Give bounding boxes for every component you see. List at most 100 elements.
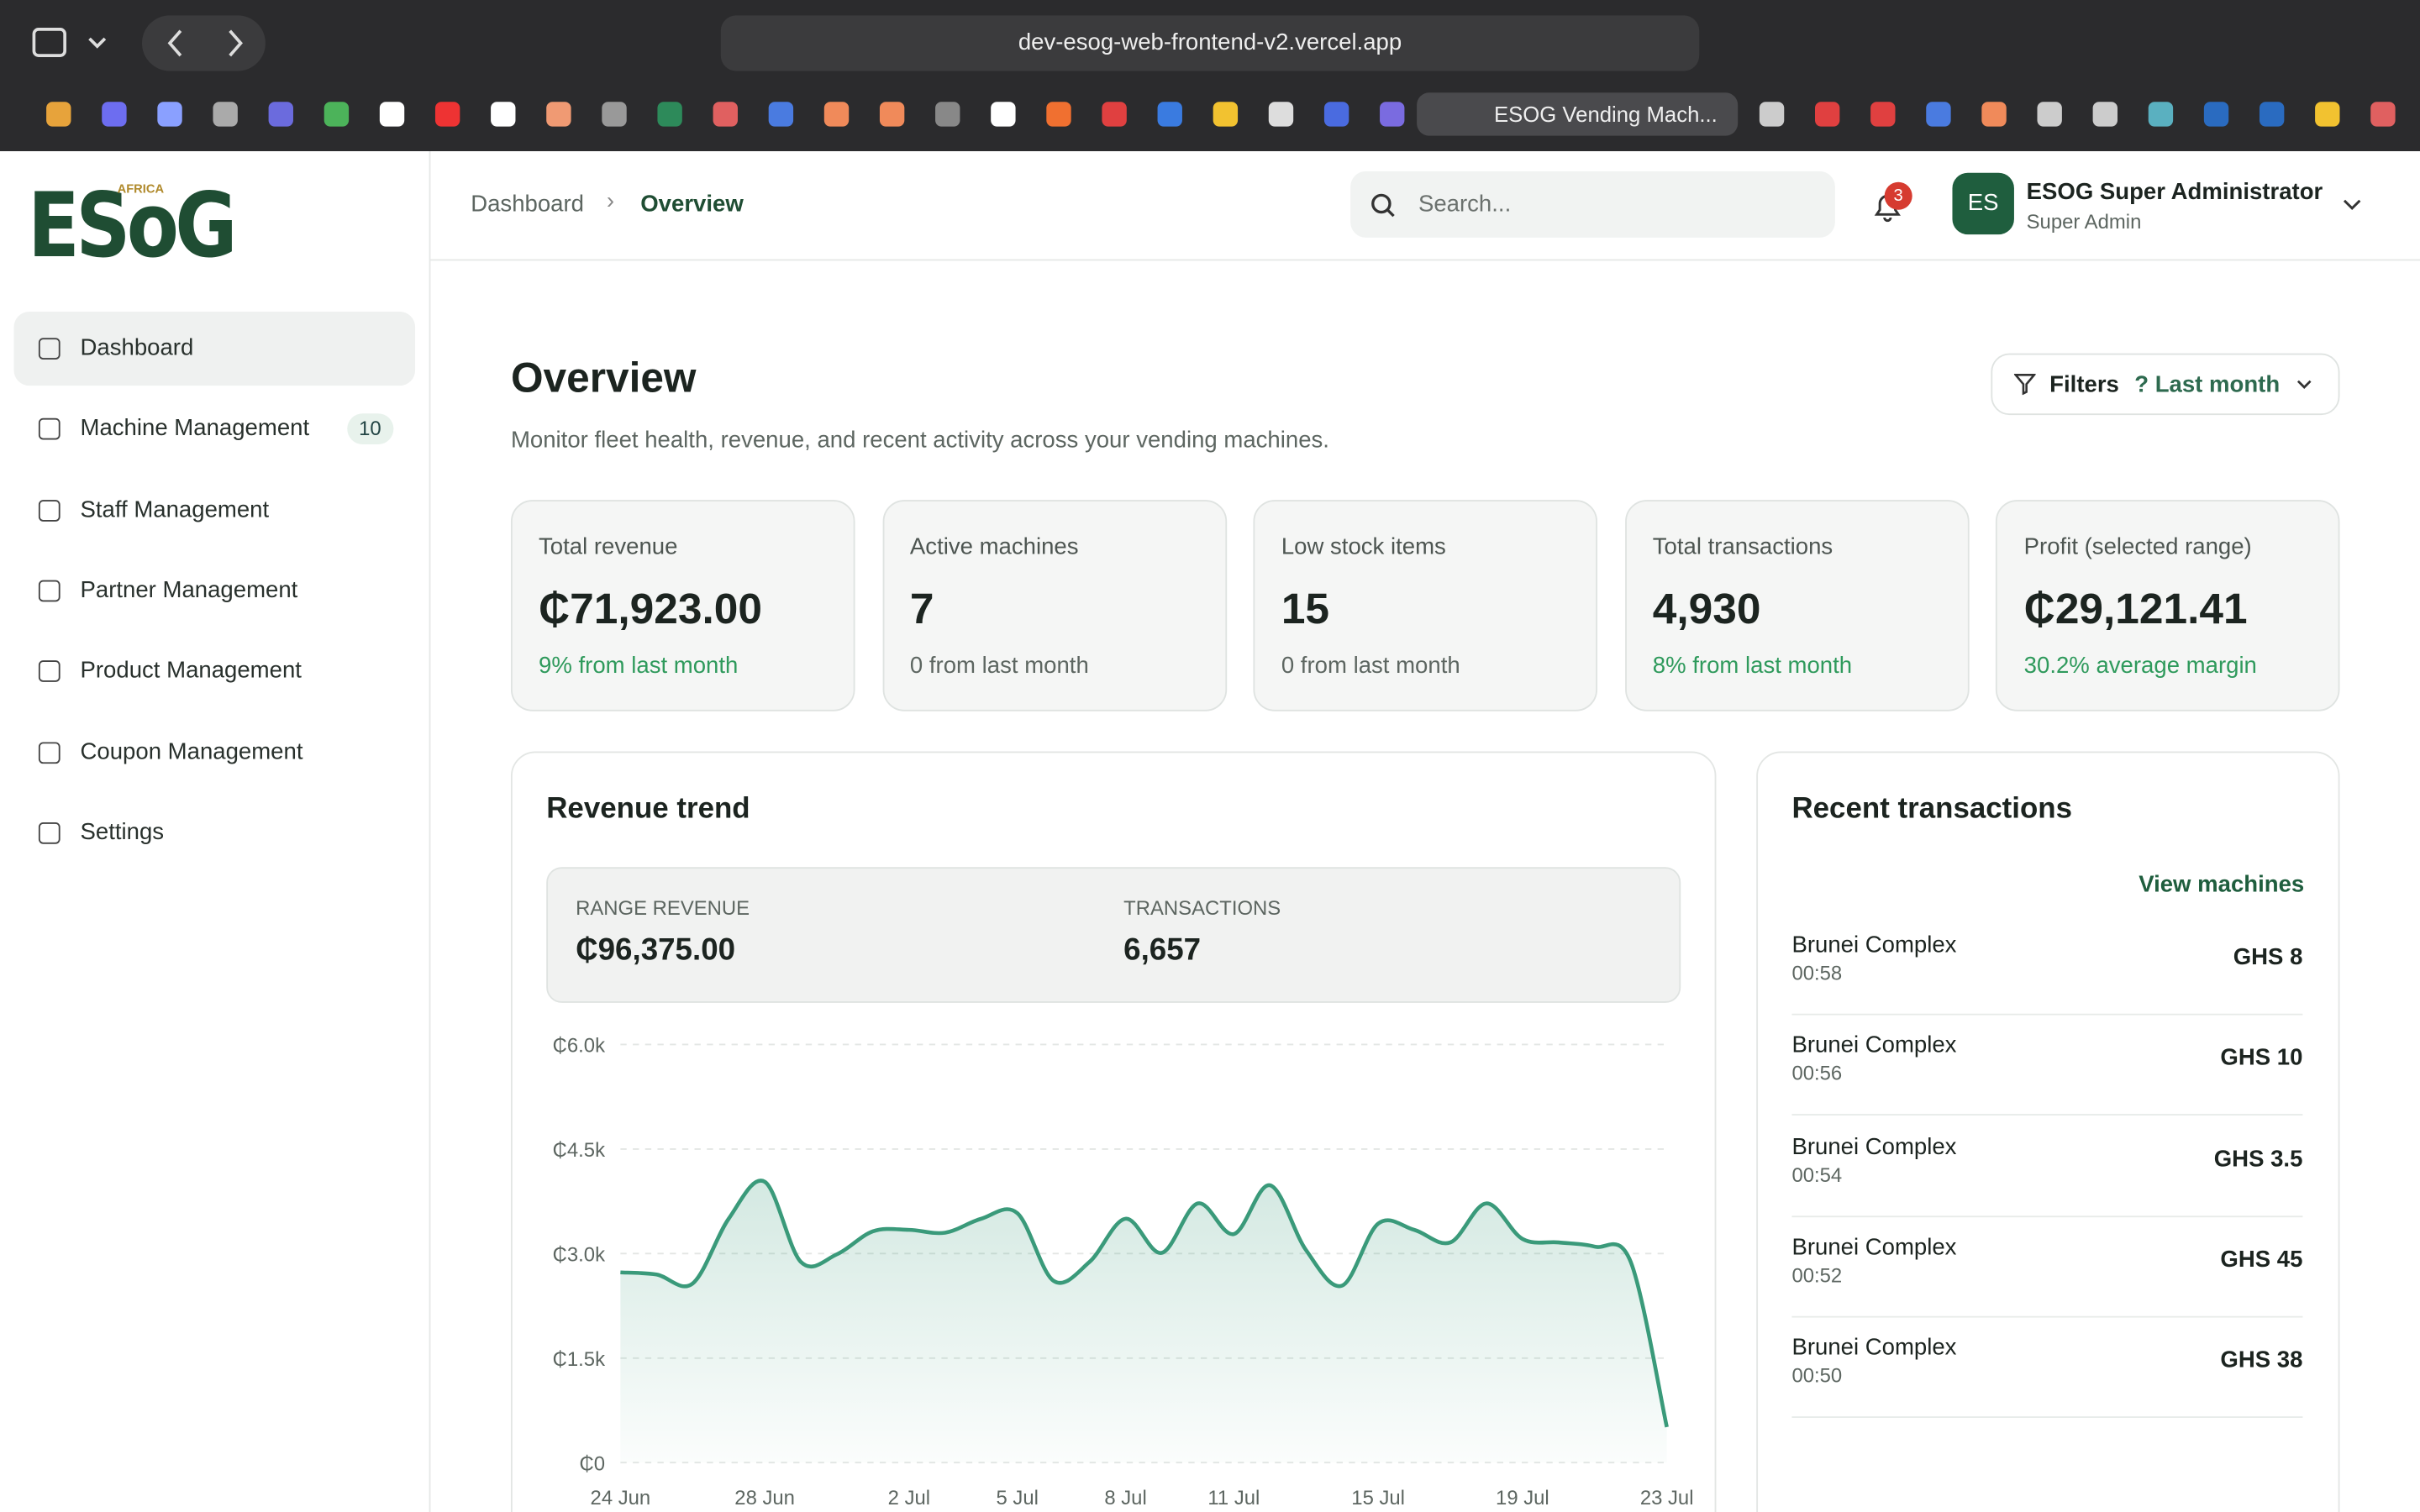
user-role: Super Admin (2026, 209, 2142, 234)
bookmark-icon[interactable] (324, 102, 350, 127)
bookmark-icon[interactable] (991, 102, 1016, 127)
nav-item[interactable]: Product Management (14, 634, 416, 708)
page-subtitle: Monitor fleet health, revenue, and recen… (510, 427, 1329, 454)
revenue-title: Revenue trend (546, 793, 750, 826)
stat-change: 0 from last month (909, 652, 1089, 680)
bookmark-icon[interactable] (1380, 102, 1405, 127)
bookmark-icon[interactable] (1981, 102, 2007, 127)
x-tick-label: 15 Jul (1351, 1487, 1405, 1509)
bookmark-icon[interactable] (1268, 102, 1294, 127)
bookmark-icon[interactable] (1157, 102, 1182, 127)
bookmark-icon[interactable] (2259, 102, 2285, 127)
bookmark-icon[interactable] (102, 102, 127, 127)
transaction-row: Brunei Complex 00:54 GHS 3.5 (1791, 1115, 2303, 1217)
nav-item[interactable]: Partner Management (14, 554, 416, 627)
summary-label: RANGE REVENUE (576, 896, 750, 920)
nav-item[interactable]: Settings (14, 795, 416, 869)
nav-icon (38, 822, 60, 844)
bookmark-icon[interactable] (768, 102, 794, 127)
bookmark-icon[interactable] (434, 102, 460, 127)
bookmark-icon[interactable] (879, 102, 905, 127)
bookmark-icon[interactable] (1102, 102, 1127, 127)
view-machines-link[interactable]: View machines (2139, 871, 2305, 898)
revenue-line (620, 1179, 1669, 1428)
x-tick-label: 19 Jul (1496, 1487, 1549, 1509)
search-icon (1371, 193, 1395, 218)
x-tick-label: 24 Jun (591, 1487, 651, 1509)
transaction-time: 00:52 (1791, 1263, 1843, 1287)
stat-value: 4,930 (1652, 585, 1761, 633)
sidebar: ESoG AFRICA Dashboard Machine Management 1… (0, 151, 431, 1512)
logo[interactable]: ESoG (28, 172, 238, 278)
x-tick-label: 11 Jul (1207, 1487, 1260, 1509)
bookmark-icon[interactable] (46, 102, 71, 127)
bookmark-icon[interactable] (713, 102, 738, 127)
notification-badge: 3 (1884, 181, 1912, 210)
transaction-amount: GHS 10 (2220, 1045, 2303, 1072)
bookmark-icon[interactable] (2203, 102, 2229, 127)
bookmark-icon[interactable] (935, 102, 960, 127)
transaction-row: Brunei Complex 00:58 GHS 8 (1791, 913, 2303, 1016)
bookmark-icon[interactable] (1213, 102, 1239, 127)
bookmark-icon[interactable] (213, 102, 238, 127)
transaction-time: 00:50 (1791, 1364, 1843, 1388)
browser-chrome: dev-esog-web-frontend-v2.vercel.app ESOG… (0, 0, 2420, 152)
transaction-name: Brunei Complex (1791, 1032, 1957, 1059)
bookmark-icon[interactable] (1046, 102, 1071, 127)
address-bar[interactable]: dev-esog-web-frontend-v2.vercel.app (720, 15, 1700, 71)
transaction-row: Brunei Complex 00:50 GHS 38 (1791, 1316, 2303, 1419)
nav-item[interactable]: Machine Management 10 (14, 392, 416, 466)
revenue-summary: RANGE REVENUE ₵96,375.00 TRANSACTIONS 6,… (546, 867, 1681, 1003)
bookmark-icon[interactable] (1926, 102, 1951, 127)
nav-item[interactable]: Coupon Management (14, 715, 416, 789)
transaction-amount: GHS 3.5 (2213, 1145, 2303, 1173)
bookmark-icon[interactable] (546, 102, 571, 127)
breadcrumb-current: Overview (640, 191, 744, 218)
stat-value: ₵29,121.41 (2023, 585, 2248, 633)
bookmark-icon[interactable] (2315, 102, 2340, 127)
transaction-amount: GHS 45 (2220, 1246, 2303, 1273)
active-tab[interactable]: ESOG Vending Mach... (1417, 92, 1739, 136)
y-tick-label: ₵6.0k (553, 1035, 605, 1058)
filters-label: Filters (2049, 371, 2119, 398)
bookmark-icon[interactable] (1815, 102, 1840, 127)
search[interactable]: Search... (1350, 171, 1835, 238)
transactions-card: Recent transactions View machines (1756, 751, 2340, 1512)
area-fill (620, 1180, 1667, 1463)
nav-item[interactable]: Dashboard (13, 312, 416, 386)
bookmark-icon[interactable] (657, 102, 682, 127)
bookmark-icon[interactable] (157, 102, 182, 127)
bookmark-icon[interactable] (2092, 102, 2118, 127)
breadcrumb-link[interactable]: Dashboard (471, 191, 585, 218)
summary-label: TRANSACTIONS (1123, 896, 1281, 920)
user-menu-chevron[interactable] (2341, 197, 2363, 213)
bookmark-icon[interactable] (2037, 102, 2062, 127)
header: Dashboard › Overview Search... 3 ES ESOG… (430, 151, 2420, 261)
nav-item[interactable]: Staff Management (14, 473, 416, 547)
bookmark-icon[interactable] (2148, 102, 2174, 127)
revenue-card: Revenue trend RANGE REVENUE ₵96,375.00 T… (510, 751, 1717, 1512)
transaction-time: 00:58 (1791, 961, 1843, 984)
bookmark-icon[interactable] (823, 102, 850, 127)
bookmark-icon[interactable] (1759, 102, 1785, 127)
stat-card: Total transactions 4,930 8% from last mont… (1624, 500, 1970, 711)
summary-value: 6,657 (1123, 933, 1202, 968)
stat-value: 15 (1281, 585, 1330, 633)
stat-label: Active machines (909, 533, 1079, 560)
filters-button[interactable]: Filters ? Last month (1991, 353, 2340, 416)
x-tick-label: 2 Jul (888, 1487, 930, 1509)
bookmark-icon[interactable] (2370, 102, 2396, 127)
avatar[interactable]: ES (1952, 172, 2014, 235)
bookmark-icon[interactable] (1323, 102, 1349, 127)
bookmark-icon[interactable] (491, 102, 516, 127)
bookmark-icon[interactable] (379, 102, 405, 127)
transaction-amount: GHS 38 (2220, 1347, 2303, 1374)
stat-label: Low stock items (1281, 533, 1446, 560)
transaction-name: Brunei Complex (1791, 1335, 1957, 1362)
bookmark-icon[interactable] (268, 102, 293, 127)
x-tick-label: 28 Jun (734, 1487, 795, 1509)
y-tick-label: ₵0 (580, 1452, 606, 1475)
bookmark-icon[interactable] (1870, 102, 1896, 127)
stat-label: Profit (selected range) (2023, 533, 2252, 560)
bookmark-icon[interactable] (602, 102, 627, 127)
